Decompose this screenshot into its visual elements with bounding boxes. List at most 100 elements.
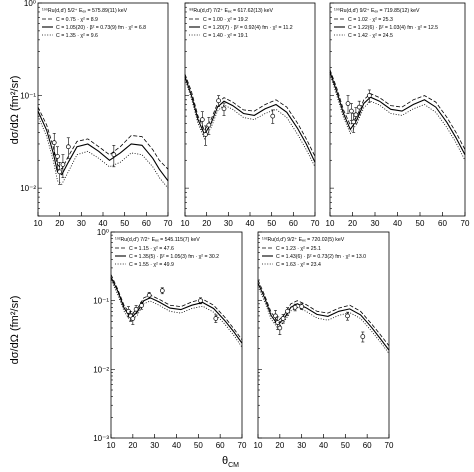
x-tick-label: 70 [311, 219, 320, 228]
data-point [360, 334, 366, 339]
series-line-dashed [184, 74, 316, 157]
panel-header: ¹⁰²Ru(d,d′) 7/2⁺ Eₑₓ = 545.115(7) keV [115, 237, 200, 243]
legend-entry: C = 1.43(6) · β² = 0.73(2) fm · χ² = 13.… [276, 254, 366, 260]
x-tick-label: 30 [77, 219, 86, 228]
data-point [159, 288, 165, 293]
x-tick-label: 30 [371, 219, 380, 228]
x-tick-label: 50 [416, 219, 425, 228]
panel-header: ¹⁰⁰Ru(d,d′) 5/2⁺ Eₑₓ = 575.89(11) keV [42, 8, 128, 14]
x-tick-label: 60 [363, 441, 372, 450]
x-tick-label: 40 [393, 219, 402, 228]
data-point [146, 292, 152, 298]
data-point [139, 303, 144, 308]
legend-entry: C = 1.23 · χ² = 25.1 [276, 246, 321, 252]
panel-2: 10 20 30 40 50 60 70 ⁹⁸Ru(d,d′) 7/2⁺ Eₑₓ = 617.… [181, 2, 320, 228]
data-point [57, 169, 63, 175]
x-tick-label: 60 [142, 219, 151, 228]
series-line-dotted [257, 286, 390, 354]
legend-entry: C = 1.22(6) · β² = 1.03(4) fm · χ² = 12.… [348, 25, 438, 31]
panel-header: ¹⁰²Ru(d,d′) 9/2⁺ Eₑₓ = 720.02(5) keV [262, 237, 345, 243]
panel-header: ⁹⁸Ru(d,d′) 7/2⁺ Eₑₓ = 617.62(13) keV [189, 8, 274, 14]
series-line-solid [37, 110, 169, 182]
series-line-dotted [184, 79, 316, 167]
data-point [206, 122, 212, 128]
x-tick-label: 20 [55, 219, 64, 228]
x-tick-label: 30 [150, 441, 159, 450]
data-point [292, 304, 298, 310]
legend-entry: C = 0.75 · χ² = 8.9 [56, 17, 98, 23]
series-line-solid [184, 76, 316, 163]
x-tick-label: 20 [128, 441, 137, 450]
x-tick-label: 10 [107, 441, 116, 450]
x-tick-label: 40 [319, 441, 328, 450]
data-point [270, 113, 276, 119]
panel-1: 10 20 30 40 50 60 70 10⁻² 10⁻¹ 10⁰ ¹⁰⁰Ru(d,d′) 5/2… [20, 0, 173, 228]
data-point [349, 108, 354, 114]
x-tick-label: 60 [289, 219, 298, 228]
data-point [356, 104, 362, 110]
y-tick-label: 10⁰ [24, 0, 36, 8]
legend-entry: C = 1.55 · χ² = 49.9 [129, 262, 174, 268]
data-point [277, 325, 283, 331]
data-point [65, 144, 71, 150]
data-point [353, 112, 359, 118]
x-tick-label: 10 [254, 441, 263, 450]
legend-entry: C = 1.15 · χ² = 47.6 [129, 246, 174, 252]
series-line-dotted [110, 279, 243, 348]
y-tick-label: 10⁻¹ [93, 297, 109, 306]
data-point [51, 140, 57, 146]
x-tick-label: 40 [246, 219, 255, 228]
data-point [273, 313, 278, 319]
legend-entry: C = 1.35(5) · β² = 1.05(3) fm · χ² = 30.… [129, 254, 219, 260]
data-point [213, 316, 219, 321]
series-line-solid [257, 282, 390, 351]
data-point [345, 313, 350, 319]
y-tick-label: 10⁻² [93, 365, 109, 374]
x-tick-label: 50 [267, 219, 276, 228]
x-tick-label: 50 [341, 441, 350, 450]
panel-4: 10 20 30 40 50 60 70 10⁻³ 10⁻² 10⁻¹ 10⁰ ¹⁰²Ru(d,d′)… [93, 228, 247, 450]
x-tick-label: 50 [194, 441, 203, 450]
x-tick-label: 40 [99, 219, 108, 228]
legend-entry: C = 1.42 · χ² = 24.5 [348, 33, 393, 39]
x-tick-label: 50 [120, 219, 129, 228]
data-point [299, 304, 305, 309]
series-line-dashed [329, 69, 466, 150]
series-line-dashed [110, 274, 243, 340]
data-point [280, 316, 286, 321]
x-tick-label: 10 [34, 219, 43, 228]
x-tick-label: 60 [216, 441, 225, 450]
data-point [130, 316, 136, 321]
panel-5: 10 20 30 40 50 60 70 ¹⁰²Ru(d,d′) 9/2⁺ Eₑₓ = 720… [254, 231, 394, 450]
data-point [60, 162, 66, 167]
panel-header: ¹⁰⁰Ru(d,d′) 9/2⁺ Eₑₓ = 719.85(12) keV [334, 8, 420, 14]
panel-3: 10 20 30 40 50 60 70 ¹⁰⁰Ru(d,d′) 9/2⁺ Eₑₓ = 719… [326, 2, 470, 228]
series-line-dotted [329, 74, 466, 161]
x-tick-label: 70 [385, 441, 394, 450]
data-point [221, 106, 227, 112]
x-tick-label: 20 [348, 219, 357, 228]
data-point [55, 154, 60, 159]
y-tick-label: 10⁻¹ [20, 92, 36, 101]
x-tick-label: 20 [202, 219, 211, 228]
y-tick-label: 10⁻² [20, 184, 36, 193]
x-tick-label: 40 [172, 441, 181, 450]
legend-entry: C = 1.35 · χ² = 9.6 [56, 33, 98, 39]
data-point [216, 98, 221, 104]
legend-entry: C = 1.63 · χ² = 23.4 [276, 262, 321, 268]
x-tick-label: 70 [164, 219, 173, 228]
series-line-dashed [257, 279, 390, 347]
data-point [111, 152, 117, 158]
x-tick-label: 70 [461, 219, 470, 228]
x-tick-label: 30 [297, 441, 306, 450]
legend-entry: C = 1.40 · χ² = 19.1 [203, 33, 248, 39]
data-point [367, 93, 372, 98]
x-tick-label: 60 [438, 219, 447, 228]
legend-entry: C = 1.05(20) · β² = 0.73(9) fm · χ² = 6.… [56, 25, 146, 31]
data-point [285, 308, 290, 314]
legend-entry: C = 1.20(7) · β² = 0.92(4) fm · χ² = 11.… [203, 25, 293, 31]
x-tick-label: 30 [224, 219, 233, 228]
x-axis-label-sub: CM [228, 462, 240, 470]
x-tick-label: 10 [181, 219, 190, 228]
